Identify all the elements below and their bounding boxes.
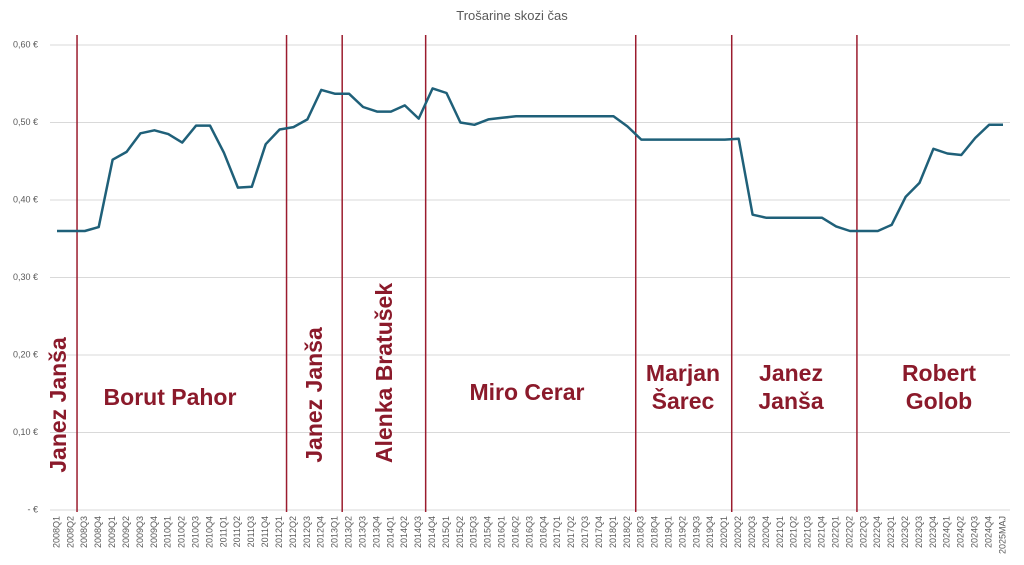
x-tick-label: 2021Q2 — [789, 516, 799, 548]
x-tick-label: 2015Q1 — [441, 516, 451, 548]
x-tick-label: 2017Q1 — [552, 516, 562, 548]
x-tick-label: 2020Q4 — [761, 516, 771, 548]
x-tick-label: 2010Q3 — [190, 516, 200, 548]
y-tick-label: 0,20 € — [13, 349, 38, 359]
x-tick-label: 2019Q3 — [691, 516, 701, 548]
x-tick-label: 2024Q2 — [956, 516, 966, 548]
x-tick-label: 2018Q2 — [622, 516, 632, 548]
x-tick-label: 2013Q4 — [371, 516, 381, 548]
y-tick-label: 0,10 € — [13, 427, 38, 437]
x-tick-label: 2012Q4 — [316, 516, 326, 548]
x-tick-label: 2012Q2 — [288, 516, 298, 548]
x-tick-label: 2010Q4 — [204, 516, 214, 548]
y-tick-label: 0,40 € — [13, 194, 38, 204]
x-tick-label: 2009Q1 — [107, 516, 117, 548]
x-tick-label: 2018Q4 — [650, 516, 660, 548]
period-label: Borut Pahor — [104, 384, 237, 410]
y-tick-label: - € — [27, 504, 38, 514]
period-label-line: Janša — [758, 388, 823, 414]
x-tick-label: 2019Q1 — [663, 516, 673, 548]
x-tick-label: 2016Q1 — [497, 516, 507, 548]
period-label: Janez Janša — [758, 360, 823, 414]
period-label: Janez Janša — [45, 337, 71, 473]
x-tick-label: 2023Q1 — [886, 516, 896, 548]
x-tick-label: 2009Q4 — [149, 516, 159, 548]
period-label: Robert Golob — [902, 360, 976, 414]
x-tick-label: 2012Q1 — [274, 516, 284, 548]
x-tick-label: 2009Q3 — [135, 516, 145, 548]
x-tick-label: 2016Q2 — [510, 516, 520, 548]
x-tick-label: 2018Q1 — [608, 516, 618, 548]
x-tick-label: 2016Q3 — [524, 516, 534, 548]
x-tick-label: 2024Q4 — [983, 516, 993, 548]
x-tick-label: 2025MAJ — [997, 516, 1007, 554]
x-tick-label: 2013Q3 — [357, 516, 367, 548]
period-label: Miro Cerar — [469, 379, 584, 405]
x-tick-label: 2008Q4 — [93, 516, 103, 548]
x-tick-label: 2024Q1 — [942, 516, 952, 548]
x-tick-label: 2024Q3 — [970, 516, 980, 548]
x-tick-label: 2022Q1 — [830, 516, 840, 548]
x-tick-label: 2020Q2 — [733, 516, 743, 548]
x-tick-label: 2022Q2 — [844, 516, 854, 548]
x-tick-label: 2018Q3 — [636, 516, 646, 548]
x-tick-label: 2009Q2 — [121, 516, 131, 548]
x-tick-label: 2010Q1 — [163, 516, 173, 548]
x-tick-label: 2021Q3 — [803, 516, 813, 548]
period-label: Marjan Šarec — [646, 360, 720, 414]
y-tick-label: 0,50 € — [13, 117, 38, 127]
period-label-line: Šarec — [652, 387, 715, 414]
period-label-line: Janez Janša — [45, 337, 71, 473]
x-tick-label: 2008Q3 — [79, 516, 89, 548]
x-tick-label: 2015Q3 — [469, 516, 479, 548]
period-label-line: Robert — [902, 360, 976, 386]
x-tick-label: 2017Q4 — [594, 516, 604, 548]
period-label-line: Marjan — [646, 360, 720, 386]
x-tick-label: 2014Q4 — [427, 516, 437, 548]
x-tick-label: 2011Q3 — [246, 516, 256, 547]
x-tick-label: 2014Q3 — [413, 516, 423, 548]
x-tick-label: 2008Q2 — [65, 516, 75, 548]
period-label-line: Janez — [759, 360, 823, 386]
series-line — [57, 87, 1003, 233]
x-tick-label: 2014Q1 — [385, 516, 395, 548]
x-tick-label: 2022Q4 — [872, 516, 882, 548]
x-tick-label: 2021Q4 — [817, 516, 827, 548]
x-tick-label: 2020Q1 — [719, 516, 729, 548]
x-tick-label: 2022Q3 — [858, 516, 868, 548]
x-tick-label: 2023Q3 — [914, 516, 924, 548]
x-tick-label: 2017Q3 — [580, 516, 590, 548]
x-tick-label: 2020Q3 — [747, 516, 757, 548]
chart-title: Trošarine skozi čas — [456, 8, 568, 23]
x-tick-label: 2023Q2 — [900, 516, 910, 548]
x-tick-label: 2008Q1 — [51, 516, 61, 548]
period-label-line: Janez Janša — [301, 327, 327, 463]
x-tick-label: 2019Q4 — [705, 516, 715, 548]
x-tick-label: 2016Q4 — [538, 516, 548, 548]
x-tick-label: 2013Q1 — [330, 516, 340, 548]
x-tick-label: 2014Q2 — [399, 516, 409, 548]
y-tick-label: 0,30 € — [13, 272, 38, 282]
x-tick-label: 2021Q1 — [775, 516, 785, 548]
x-tick-label: 2015Q2 — [455, 516, 465, 548]
x-tick-label: 2019Q2 — [677, 516, 687, 548]
x-tick-label: 2011Q2 — [232, 516, 242, 547]
y-tick-label: 0,60 € — [13, 39, 38, 49]
x-tick-label: 2013Q2 — [344, 516, 354, 548]
period-label: Janez Janša — [301, 327, 327, 463]
period-label-line: Borut Pahor — [104, 384, 237, 410]
x-tick-label: 2015Q4 — [483, 516, 493, 548]
period-label-line: Alenka Bratušek — [371, 283, 397, 463]
x-tick-label: 2012Q3 — [302, 516, 312, 548]
x-tick-label: 2017Q2 — [566, 516, 576, 548]
x-tick-label: 2011Q1 — [218, 516, 228, 547]
period-label: Alenka Bratušek — [371, 283, 397, 463]
x-tick-label: 2010Q2 — [177, 516, 187, 548]
period-label-line: Golob — [906, 388, 972, 414]
x-tick-label: 2023Q4 — [928, 516, 938, 548]
x-tick-label: 2011Q4 — [260, 516, 270, 547]
period-label-line: Miro Cerar — [469, 379, 584, 405]
